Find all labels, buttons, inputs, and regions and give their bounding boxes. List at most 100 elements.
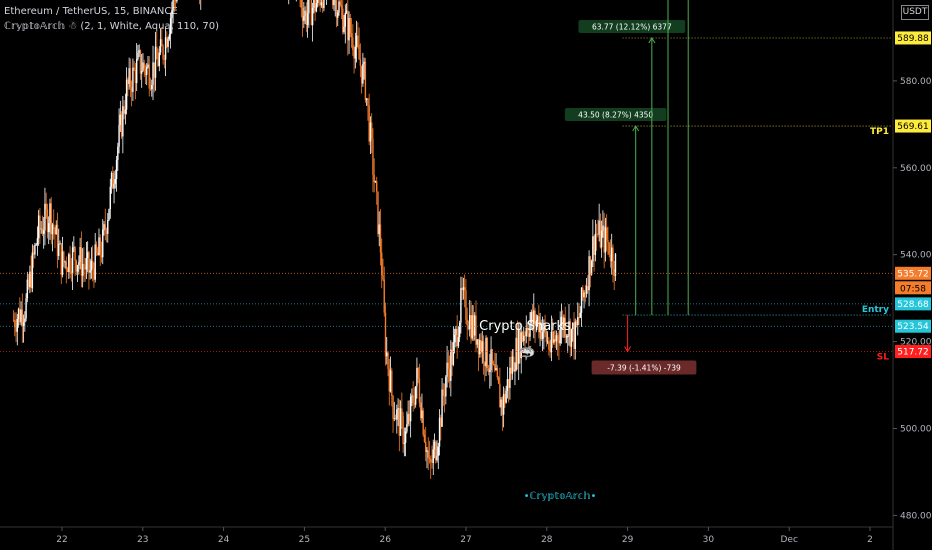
candle-body — [556, 335, 559, 341]
candle-body — [29, 271, 31, 288]
candle-body — [320, 2, 323, 6]
candle-body — [593, 236, 595, 256]
candle-body — [549, 349, 551, 353]
candle-body — [139, 50, 142, 74]
x-tick-label: 28 — [541, 535, 553, 545]
candle-body — [558, 340, 560, 344]
candle-body — [399, 408, 402, 436]
candle-body — [161, 39, 163, 47]
candle-body — [489, 370, 491, 372]
candle-body — [443, 395, 446, 397]
candle-body — [538, 316, 540, 333]
candle-body — [63, 251, 65, 263]
candle-body — [305, 10, 308, 26]
price-label-box — [895, 345, 931, 359]
candle-body — [347, 10, 349, 41]
candle-body — [60, 243, 62, 275]
candle-body — [115, 159, 118, 180]
candle-body — [379, 224, 382, 253]
candle-body — [166, 37, 168, 47]
candle-body — [102, 229, 104, 258]
stop-label-box — [591, 360, 697, 375]
candle-body — [487, 367, 490, 372]
candle-body — [24, 318, 26, 323]
candle-body — [528, 333, 530, 337]
price-label-box — [895, 319, 931, 333]
candle-body — [594, 233, 597, 256]
candle-body — [176, 0, 178, 2]
candle-body — [416, 367, 418, 387]
stop-arrowhead — [624, 346, 632, 353]
candle-body — [88, 252, 90, 273]
y-tick-label: 520.00 — [900, 338, 932, 348]
shark-icon: 🦈 — [518, 345, 535, 362]
candle-body — [414, 386, 417, 405]
candle-body — [406, 424, 408, 432]
candle-body — [118, 124, 120, 147]
candle-body — [426, 450, 428, 452]
candle-body — [156, 46, 158, 60]
candle-body — [362, 63, 364, 84]
candle-body — [41, 228, 44, 234]
watermark-title: Crypto Sharks — [479, 319, 571, 334]
candle-body — [58, 243, 60, 257]
candle-body — [360, 65, 363, 84]
candles-layer — [12, 0, 617, 480]
candle-body — [93, 268, 95, 280]
currency-badge[interactable]: USDT — [901, 5, 929, 20]
candle-body — [590, 261, 593, 275]
candle-body — [37, 215, 40, 239]
candle-body — [108, 209, 110, 221]
price-label-box — [895, 297, 931, 311]
candle-body — [378, 224, 380, 235]
candle-body — [339, 1, 341, 6]
candle-body — [430, 459, 432, 462]
candle-body — [578, 317, 580, 318]
candle-body — [572, 323, 574, 330]
candle-body — [34, 245, 36, 255]
countdown-text: 07:58 — [900, 284, 926, 294]
indicator-title[interactable]: ℂ𝕣𝕪𝕡𝕥𝕠𝔸𝕣𝕔𝕙 ☃ (2, 1, White, Aqua, 110, 70… — [4, 21, 220, 32]
target-label-box — [578, 19, 686, 33]
candle-body — [154, 46, 157, 78]
target-label: 43.50 (8.27%) 4350 — [578, 111, 653, 120]
candle-body — [506, 379, 509, 391]
price-label-text: 528.68 — [897, 300, 929, 310]
candle-body — [455, 328, 457, 335]
candle-body — [597, 234, 599, 235]
candle-body — [383, 279, 385, 313]
y-tick-label: 560.00 — [900, 164, 932, 174]
candle-body — [56, 224, 59, 257]
candle-body — [546, 341, 549, 343]
candle-body — [582, 287, 584, 298]
candle-body — [143, 62, 145, 69]
price-label-box — [895, 266, 931, 280]
candle-body — [110, 173, 113, 187]
x-tick-label: 22 — [56, 535, 67, 545]
candle-body — [125, 79, 128, 110]
candle-body — [61, 251, 64, 275]
candle-body — [428, 457, 431, 460]
symbol-title[interactable]: Ethereum / TetherUS, 15, BINANCE — [4, 6, 178, 17]
candle-body — [411, 395, 413, 397]
candle-body — [32, 252, 35, 255]
candle-body — [612, 247, 614, 269]
candle-body — [529, 322, 531, 337]
time-axis: 22 23 24 25 26 27 28 29 30 Dec 2 — [0, 526, 893, 545]
candle-body — [396, 409, 398, 420]
candle-body — [46, 209, 49, 233]
level-name: Entry — [862, 305, 889, 315]
price-label-text: 517.72 — [897, 348, 929, 358]
candle-body — [138, 50, 140, 53]
candle-body — [79, 247, 81, 262]
candle-body — [554, 339, 556, 342]
candle-body — [413, 402, 416, 405]
candle-body — [65, 261, 68, 270]
candle-body — [311, 7, 314, 26]
candle-body — [172, 0, 174, 11]
candle-body — [387, 352, 389, 370]
candle-body — [441, 389, 443, 427]
candle-body — [374, 181, 377, 183]
candle-body — [518, 329, 520, 364]
